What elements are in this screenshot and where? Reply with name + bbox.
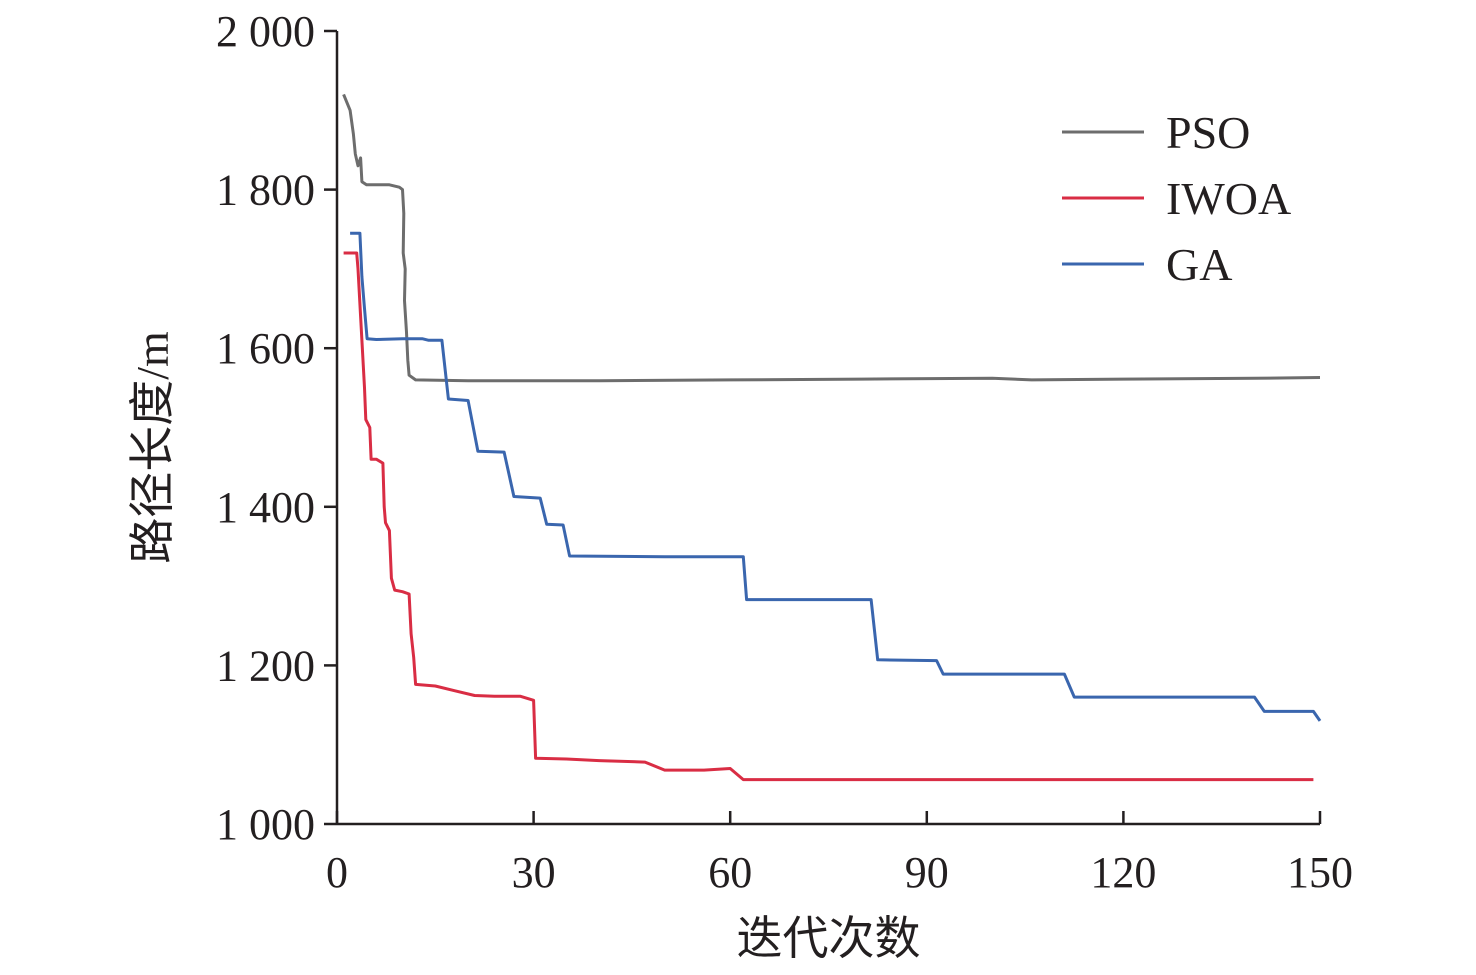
x-ticks: 0 30 60 90 120 150 [326,811,1353,897]
legend-item-ga: GA [1062,239,1232,290]
y-ticks: 1 000 1 200 1 400 1 600 1 800 2 000 [216,7,337,849]
series-line-ga [350,231,1322,722]
x-tick-label: 60 [708,848,752,897]
legend: PSO IWOA GA [1062,107,1291,290]
x-tick-label: 30 [512,848,556,897]
series-group [342,93,1322,782]
x-tick-label: 0 [326,848,348,897]
y-tick-label: 1 200 [216,641,315,690]
x-axis-title: 迭代次数 [737,913,921,964]
y-tick-label: 2 000 [216,7,315,56]
legend-item-pso: PSO [1062,107,1250,158]
y-tick-label: 1 400 [216,483,315,532]
y-tick-label: 1 600 [216,324,315,373]
legend-item-iwoa: IWOA [1062,173,1291,224]
y-tick-label: 1 800 [216,166,315,215]
x-tick-label: 120 [1090,848,1156,897]
legend-label: GA [1166,239,1232,290]
y-tick-label: 1 000 [216,800,315,849]
x-tick-label: 90 [905,848,949,897]
x-tick-label: 150 [1287,848,1353,897]
y-axis-title: 路径长度/m [127,331,178,564]
axes [335,31,1320,826]
series-line-pso [342,93,1321,383]
series-line-iwoa [343,251,1314,782]
legend-label: PSO [1166,107,1250,158]
legend-label: IWOA [1166,173,1291,224]
